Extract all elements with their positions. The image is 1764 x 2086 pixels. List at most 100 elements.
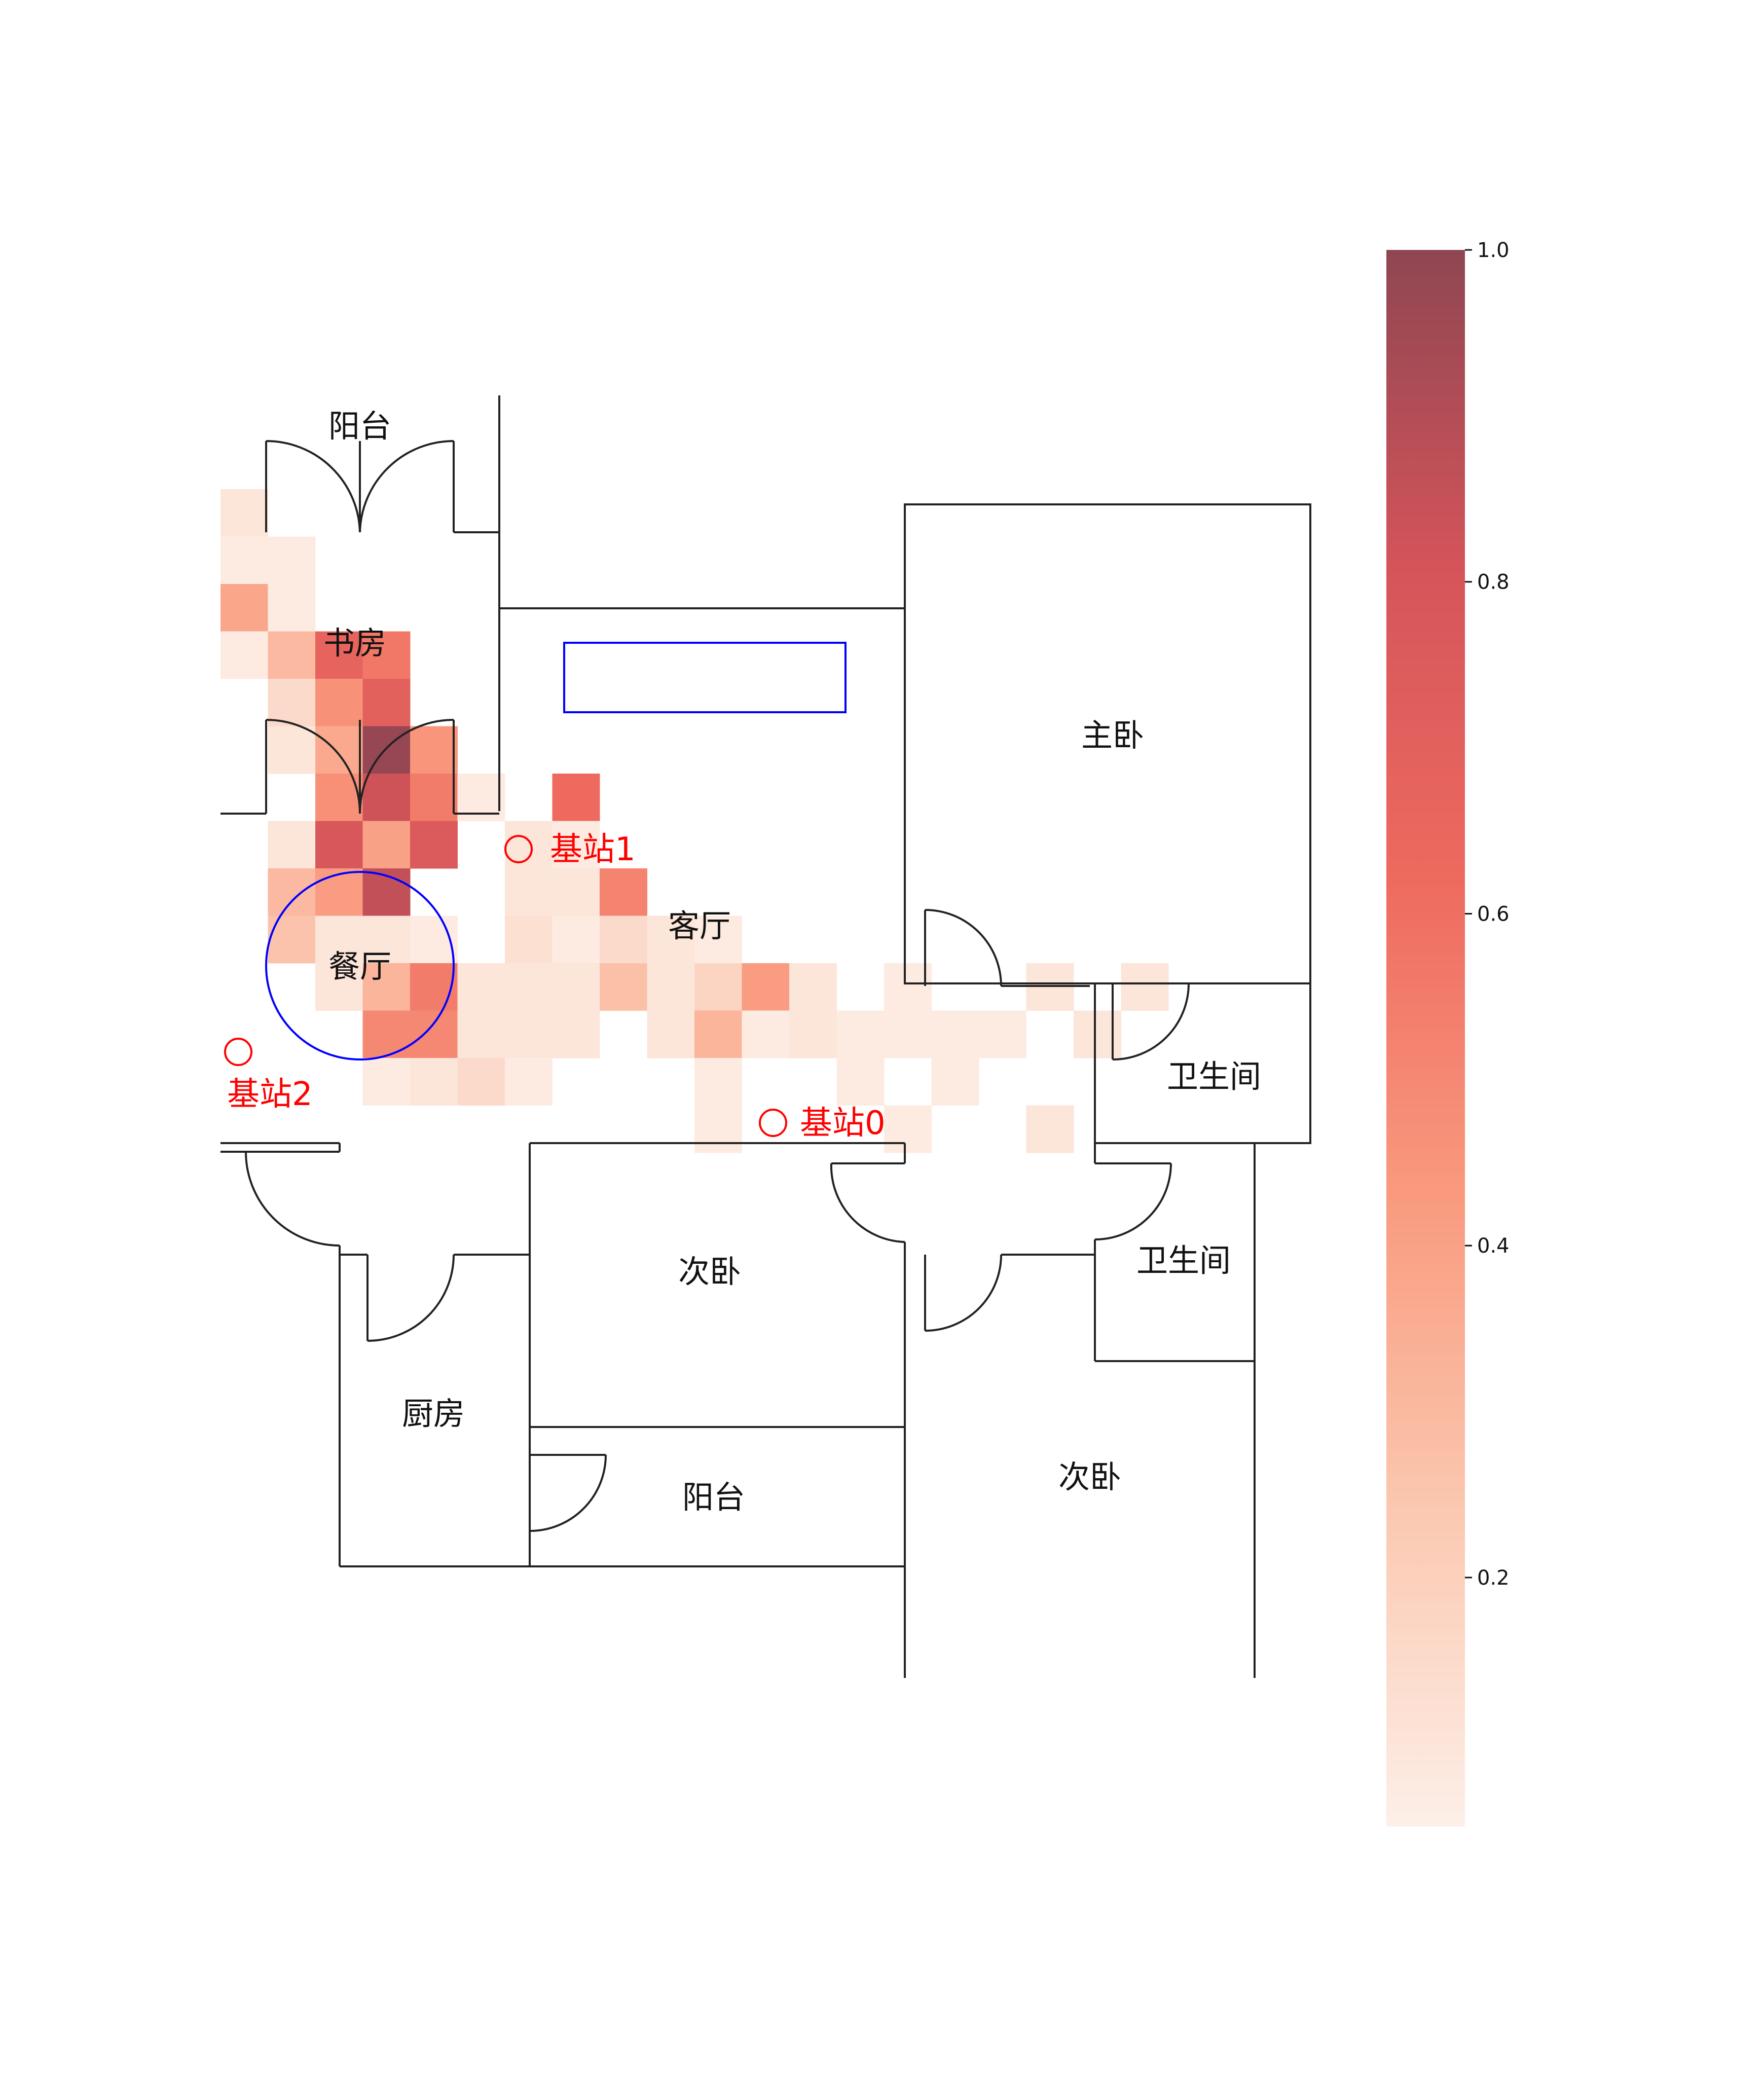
heatmap-cell	[694, 1058, 742, 1106]
heatmap-cell	[1026, 1105, 1074, 1153]
heatmap-cell	[268, 631, 316, 679]
heatmap-cell	[600, 868, 647, 916]
heatmap-cell	[694, 1105, 742, 1153]
heatmap-cell	[647, 916, 695, 964]
station-1-label: 基站1	[550, 831, 636, 868]
heatmap-cell	[552, 963, 600, 1011]
heatmap-cell	[600, 963, 647, 1011]
station-0-label: 基站0	[800, 1105, 886, 1142]
heatmap-cell	[315, 726, 363, 774]
heatmap-cell	[410, 774, 458, 821]
heatmap-cell	[268, 821, 316, 869]
colorbar-ticks: 0.2 0.4 0.6 0.8 1.0	[1465, 239, 1510, 1590]
dining-table-circle-marker	[265, 871, 455, 1060]
room-label-dining-room: 餐厅	[328, 948, 391, 985]
room-label-bathroom-1: 卫生间	[1167, 1058, 1261, 1095]
heatmap-cell	[552, 821, 600, 869]
heatmap-cell	[410, 726, 458, 774]
tv-rectangle-marker	[563, 642, 847, 713]
heatmap-cell	[647, 963, 695, 1011]
heatmap-layer	[220, 489, 1169, 1153]
heatmap-cell	[884, 963, 932, 1011]
heatmap-cell	[268, 584, 316, 632]
heatmap-cell	[836, 1010, 885, 1058]
heatmap-cell	[552, 1010, 600, 1058]
heatmap-cell	[362, 726, 411, 774]
heatmap-cell	[836, 1058, 885, 1106]
heatmap-cell	[1121, 963, 1169, 1011]
heatmap-cell	[220, 631, 268, 679]
heatmap-cell	[268, 679, 316, 726]
heatmap-cell	[457, 1058, 505, 1106]
heatmap-cell	[884, 1010, 932, 1058]
heatmap-cell	[220, 536, 268, 584]
heatmap-cell	[505, 868, 553, 916]
heatmap-cell	[694, 963, 742, 1011]
heatmap-cell	[789, 963, 837, 1011]
room-label-master-bedroom: 主卧	[1081, 717, 1144, 754]
colorbar-tick-label: 0.4	[1477, 1234, 1510, 1258]
heatmap-cell	[457, 1010, 505, 1058]
heatmap-cell	[315, 774, 363, 821]
heatmap-cell	[505, 963, 553, 1011]
heatmap-cell	[410, 963, 458, 1011]
heatmap-cell	[220, 489, 268, 537]
station-2-label: 基站2	[227, 1076, 313, 1113]
heatmap-cell	[410, 1058, 458, 1106]
floorplan-walls	[220, 395, 1311, 1678]
heatmap-cell	[789, 1010, 837, 1058]
station-1-marker	[504, 835, 533, 863]
heatmap-cell	[931, 1010, 979, 1058]
room-labels: 阳台 书房 主卧 客厅 餐厅 卫生间 卫生间 次卧 厨房 阳台 次卧	[323, 408, 1261, 1516]
colorbar-tick-label: 0.2	[1477, 1566, 1510, 1590]
heatmap-cell	[694, 1010, 742, 1058]
heatmap-cell	[742, 1010, 790, 1058]
colorbar-tick-label: 0.8	[1477, 571, 1510, 594]
heatmap-cell	[694, 916, 742, 964]
heatmap-cell	[742, 963, 790, 1011]
heatmap-cell	[362, 679, 411, 726]
heatmap-cell	[647, 1010, 695, 1058]
heatmap-cell	[505, 916, 553, 964]
heatmap-cell	[315, 916, 363, 964]
colorbar-tick-label: 0.6	[1477, 902, 1510, 926]
heatmap-cell	[315, 679, 363, 726]
colorbar-tick-label: 1.0	[1477, 239, 1510, 262]
heatmap-cell	[600, 916, 647, 964]
heatmap-cell	[268, 868, 316, 916]
colorbar: 0.2 0.4 0.6 0.8 1.0	[1386, 239, 1510, 1826]
heatmap-cell	[362, 1010, 411, 1058]
room-label-second-bedroom-1: 次卧	[678, 1253, 741, 1290]
station-0-marker	[759, 1109, 787, 1137]
heatmap-cell	[315, 821, 363, 869]
heatmap-cell	[410, 1010, 458, 1058]
heatmap-cell	[268, 726, 316, 774]
heatmap-cell	[362, 821, 411, 869]
heatmap-cell	[362, 916, 411, 964]
heatmap-cell	[362, 1058, 411, 1106]
heatmap-cell	[552, 868, 600, 916]
heatmap-cell	[362, 631, 411, 679]
room-label-balcony-top: 阳台	[328, 408, 391, 445]
heatmap-cell	[931, 1058, 979, 1106]
station-2-marker	[224, 1038, 252, 1066]
heatmap-cell	[268, 916, 316, 964]
colorbar-gradient	[1386, 250, 1465, 1826]
heatmap-cell	[552, 916, 600, 964]
room-label-kitchen: 厨房	[402, 1395, 465, 1432]
heatmap-cell	[220, 584, 268, 632]
room-label-study: 书房	[323, 625, 386, 662]
room-label-second-bedroom-2: 次卧	[1058, 1458, 1121, 1495]
heatmap-cell	[362, 774, 411, 821]
heatmap-cell	[362, 963, 411, 1011]
room-label-living-room: 客厅	[668, 907, 731, 944]
base-stations: 基站0 基站1 基站2	[224, 831, 886, 1142]
heatmap-cell	[315, 631, 363, 679]
heatmap-cell	[884, 1105, 932, 1153]
heatmap-cell	[505, 1010, 553, 1058]
heatmap-cell	[410, 821, 458, 869]
heatmap-cell	[457, 963, 505, 1011]
heatmap-cell	[1074, 1010, 1121, 1058]
heatmap-cell	[505, 1058, 553, 1106]
